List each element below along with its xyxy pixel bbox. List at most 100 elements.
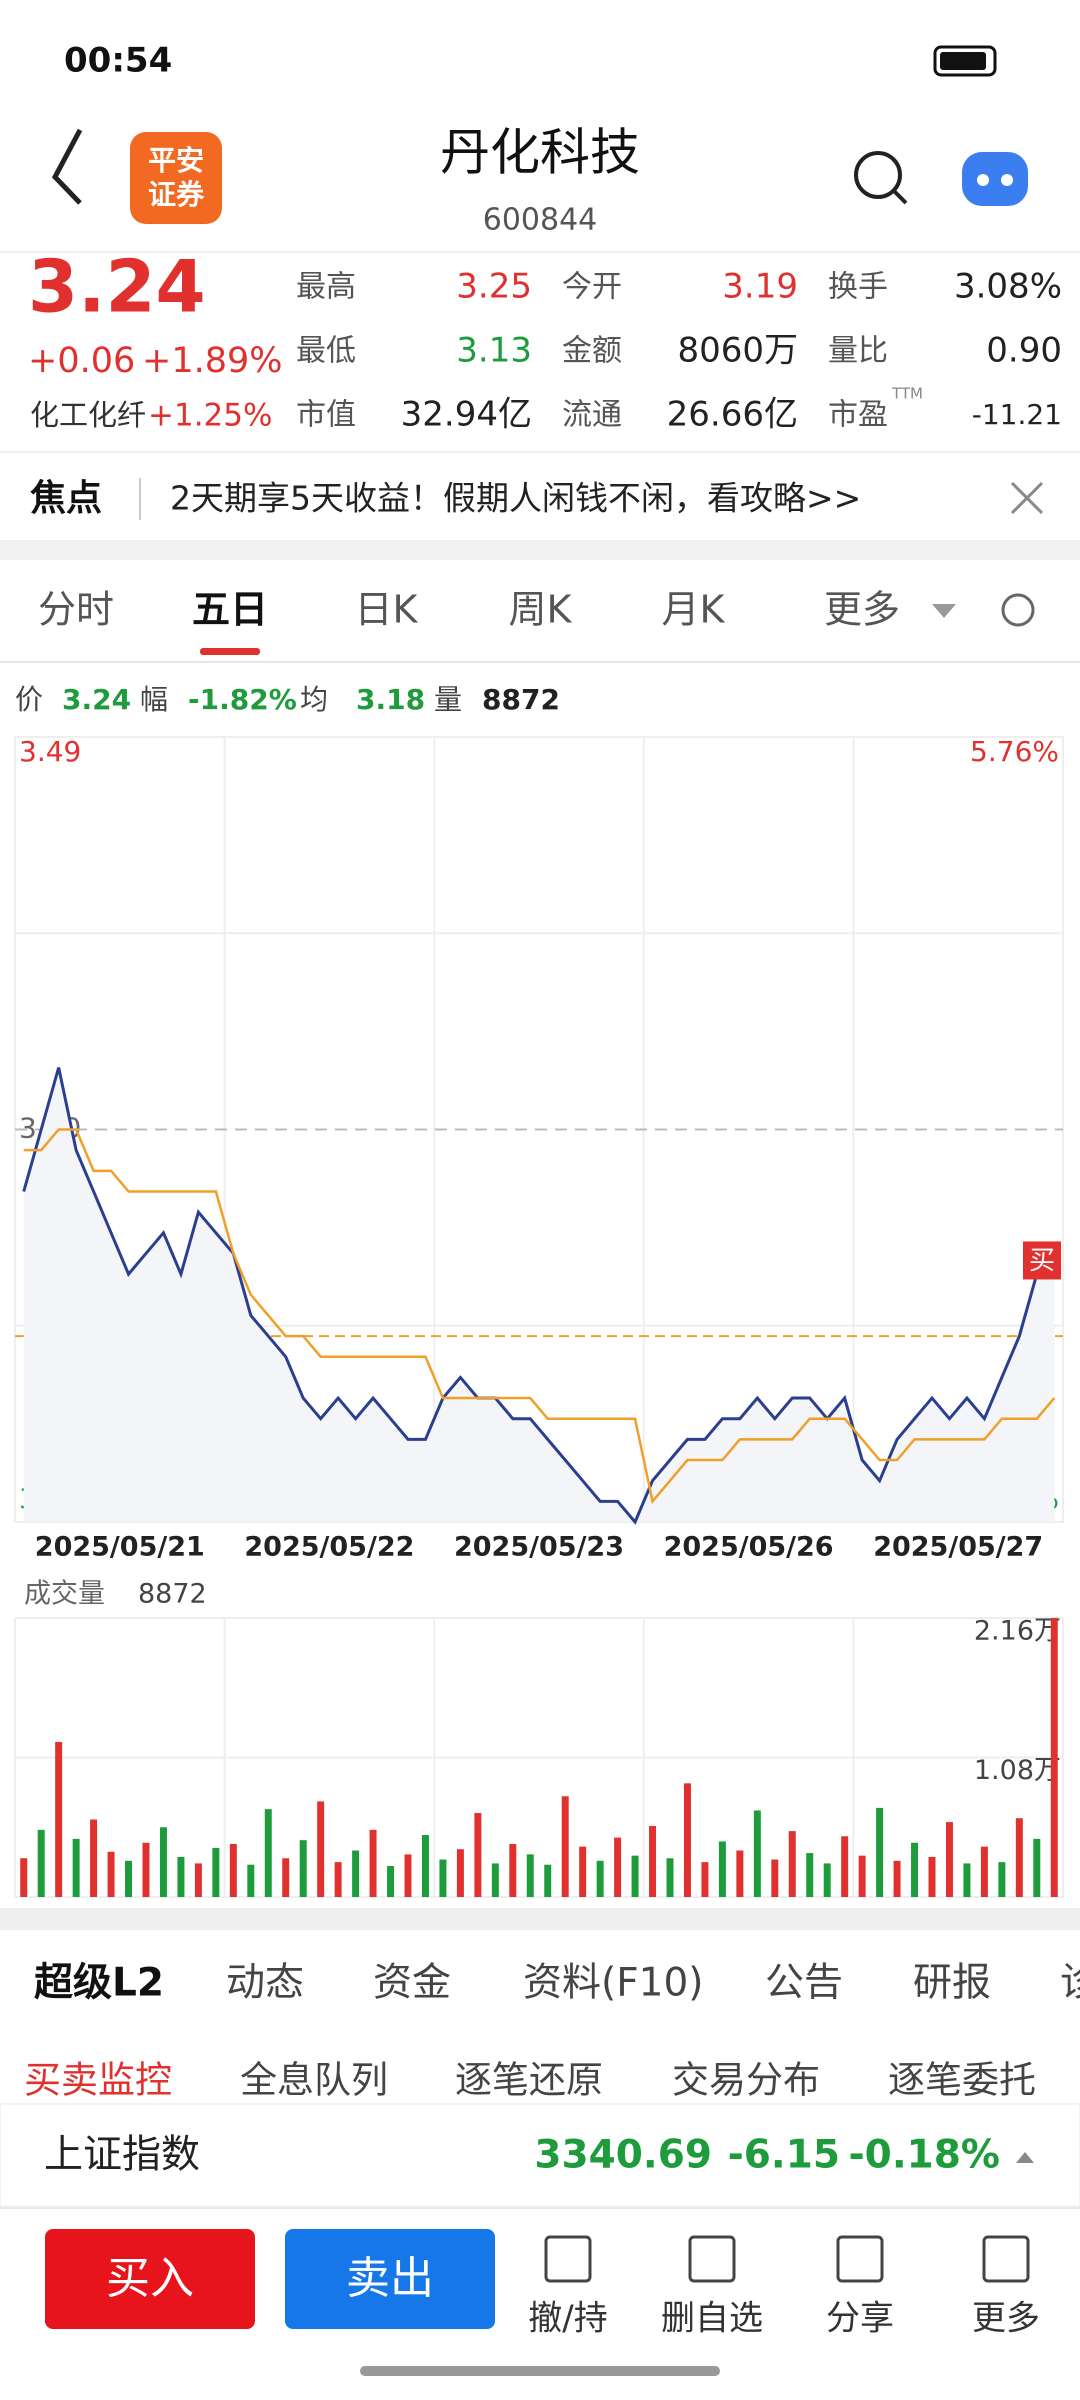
field-label: 最低: [296, 334, 356, 369]
period-tab[interactable]: 更多: [824, 588, 900, 632]
volume-bar: [1015, 1818, 1023, 1897]
detail-tab[interactable]: 资料(F10): [523, 1961, 704, 2006]
volume-bar: [858, 1855, 866, 1897]
battery-level: [940, 52, 986, 70]
volume-bar: [753, 1810, 761, 1897]
close-focus[interactable]: [1010, 481, 1044, 515]
sub-tab[interactable]: 买卖监控: [24, 2059, 172, 2102]
action-label[interactable]: 撤/持: [528, 2299, 607, 2339]
volume-bar: [893, 1860, 901, 1897]
volume-bar: [1033, 1838, 1041, 1897]
volume-bar: [736, 1850, 744, 1897]
period-tab[interactable]: 日K: [355, 588, 419, 632]
volume-bar: [90, 1819, 98, 1897]
sub-tab[interactable]: 逐笔还原: [455, 2059, 603, 2102]
volume-bar: [212, 1847, 220, 1897]
settings-button[interactable]: [1001, 593, 1035, 627]
action-label[interactable]: 删自选: [661, 2299, 763, 2339]
logo-text: 平安: [148, 144, 204, 177]
period-tab[interactable]: 周K: [509, 588, 573, 632]
focus-text: 2天期享5天收益！假期人闲钱不闲，看攻略>>: [170, 479, 861, 518]
detail-tab[interactable]: 超级L2: [34, 1961, 164, 2006]
action-label[interactable]: 分享: [826, 2299, 894, 2339]
volume-bar: [264, 1809, 272, 1897]
average-line: [23, 1128, 1056, 1505]
field-value: 0.90: [986, 331, 1062, 371]
clock: 00:54: [64, 41, 172, 81]
volume-bar: [544, 1864, 552, 1897]
assistant-button[interactable]: [962, 152, 1028, 206]
field-label: 最高: [296, 270, 356, 305]
search-button[interactable]: [854, 151, 902, 199]
volume-bar: [561, 1796, 569, 1897]
readout-label: 量: [434, 683, 462, 716]
volume-bar: [614, 1837, 622, 1897]
detail-tab[interactable]: 公告: [765, 1961, 843, 2006]
action-label[interactable]: 更多: [972, 2299, 1040, 2339]
field-label: 市值: [296, 398, 356, 433]
action-icon[interactable]: [836, 2235, 884, 2283]
tab-underline: [200, 648, 260, 655]
volume-bar: [945, 1822, 953, 1897]
volume-bar: [963, 1863, 971, 1897]
volume-bar: [579, 1846, 587, 1897]
volume-bar: [404, 1854, 412, 1897]
volume-bar: [526, 1854, 534, 1897]
broker-logo: [130, 132, 222, 224]
volume-bar: [980, 1846, 988, 1897]
field-label: 流通: [562, 398, 622, 433]
readout-value: -1.82%: [188, 683, 297, 716]
period-tab[interactable]: 五日: [192, 588, 268, 632]
battery: [933, 45, 997, 77]
field-value: 8060万: [677, 331, 798, 371]
sub-tab[interactable]: 交易分布: [672, 2059, 820, 2102]
buy-button[interactable]: [45, 2229, 255, 2329]
volume-bar: [317, 1801, 325, 1897]
action-icon[interactable]: [688, 2235, 736, 2283]
volume-bar: [299, 1840, 307, 1897]
stock-name: 丹化科技: [440, 124, 640, 182]
index-bar[interactable]: [0, 2103, 1080, 2207]
detail-tab[interactable]: 资金: [373, 1961, 451, 2006]
volume-bar: [491, 1863, 499, 1897]
volume-bar: [125, 1860, 133, 1897]
assistant-eye: [1001, 174, 1013, 186]
sub-tab[interactable]: 全息队列: [240, 2059, 388, 2102]
buy-label: 买入: [106, 2253, 194, 2304]
back-button[interactable]: [51, 128, 83, 205]
period-tab[interactable]: 月K: [662, 588, 726, 632]
index-pct: -0.18%: [849, 2133, 1001, 2178]
volume-bar: [352, 1850, 360, 1897]
logo-text: 证券: [148, 178, 205, 211]
volume-bar: [841, 1836, 849, 1897]
volume-bar: [194, 1863, 202, 1897]
field-label: 市盈: [828, 398, 888, 433]
price-change: +0.06: [28, 341, 135, 381]
sub-tab[interactable]: 逐笔委托: [888, 2059, 1036, 2102]
volume-bar: [1050, 1618, 1058, 1897]
field-value: 32.94亿: [401, 395, 532, 435]
field-label: 今开: [562, 270, 622, 305]
detail-tab[interactable]: 诊: [1060, 1961, 1080, 2006]
volume-title: 成交量: [24, 1579, 105, 1610]
detail-tab[interactable]: 研报: [913, 1961, 991, 2006]
sell-button[interactable]: [285, 2229, 495, 2329]
x-tick-label: 2025/05/23: [454, 1532, 624, 1563]
volume-bar: [229, 1844, 237, 1897]
home-indicator: [360, 2366, 720, 2376]
volume-bar: [474, 1813, 482, 1897]
volume-bar: [701, 1862, 709, 1897]
period-tab[interactable]: 分时: [38, 588, 114, 632]
field-value: 3.08%: [954, 267, 1062, 307]
y-tick-label: 3.49: [19, 735, 81, 768]
volume-bar: [998, 1862, 1006, 1897]
volume-bar: [788, 1831, 796, 1897]
focus-label: 焦点: [30, 478, 102, 519]
detail-tab[interactable]: 动态: [226, 1961, 304, 2006]
readout-label: 幅: [140, 683, 168, 716]
action-icon[interactable]: [982, 2235, 1030, 2283]
volume-bar: [177, 1856, 185, 1897]
action-icon[interactable]: [544, 2235, 592, 2283]
